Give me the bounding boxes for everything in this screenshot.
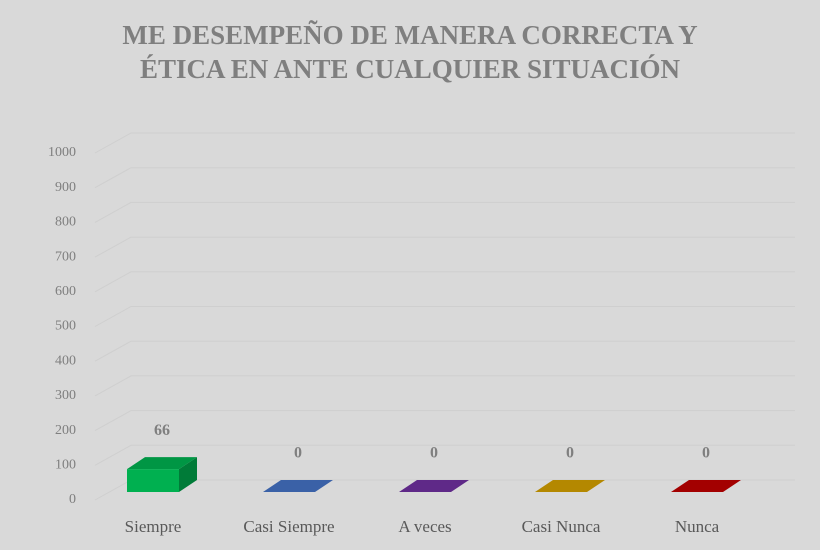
grid-line — [94, 132, 795, 154]
bar-front — [127, 469, 179, 492]
bar-top — [671, 480, 741, 492]
bar-top — [399, 480, 469, 492]
bar — [671, 480, 741, 492]
data-label: 0 — [294, 445, 302, 462]
y-tick-label: 1000 — [48, 145, 76, 160]
y-tick-label: 100 — [55, 458, 76, 473]
y-tick-label: 300 — [55, 388, 76, 403]
bar — [263, 480, 333, 492]
y-tick-label: 800 — [55, 215, 76, 230]
y-tick-label: 500 — [55, 319, 76, 334]
y-tick-label: 600 — [55, 284, 76, 299]
grid-line — [94, 306, 795, 327]
y-tick-label: 400 — [55, 353, 76, 368]
bar-top — [263, 480, 333, 492]
x-tick-label: A veces — [398, 517, 451, 536]
bar-top — [127, 457, 197, 470]
y-tick-label: 200 — [55, 423, 76, 438]
y-tick-label: 700 — [55, 249, 76, 264]
grid-line — [94, 340, 795, 362]
grid-line — [94, 410, 795, 432]
bar-side — [179, 457, 197, 492]
y-tick-label: 900 — [55, 180, 76, 195]
grid-line — [94, 236, 795, 258]
data-label: 0 — [430, 445, 438, 462]
bar — [399, 480, 469, 492]
data-label: 0 — [566, 445, 574, 462]
chart-title: ME DESEMPEÑO DE MANERA CORRECTA Y ÉTICA … — [122, 20, 698, 84]
grid-line — [94, 201, 795, 223]
grid-line — [94, 271, 795, 293]
x-tick-label: Siempre — [125, 517, 182, 536]
grid-line — [94, 375, 795, 397]
x-tick-label: Casi Nunca — [522, 517, 601, 536]
x-tick-label: Casi Siempre — [243, 517, 334, 536]
bar — [535, 480, 605, 492]
y-tick-label: 0 — [69, 492, 76, 507]
grid-line — [94, 444, 795, 466]
bar — [127, 457, 197, 492]
x-tick-label: Nunca — [675, 517, 720, 536]
grid-line — [94, 167, 795, 189]
data-label: 66 — [154, 422, 170, 439]
data-label: 0 — [702, 445, 710, 462]
bar-top — [535, 480, 605, 492]
